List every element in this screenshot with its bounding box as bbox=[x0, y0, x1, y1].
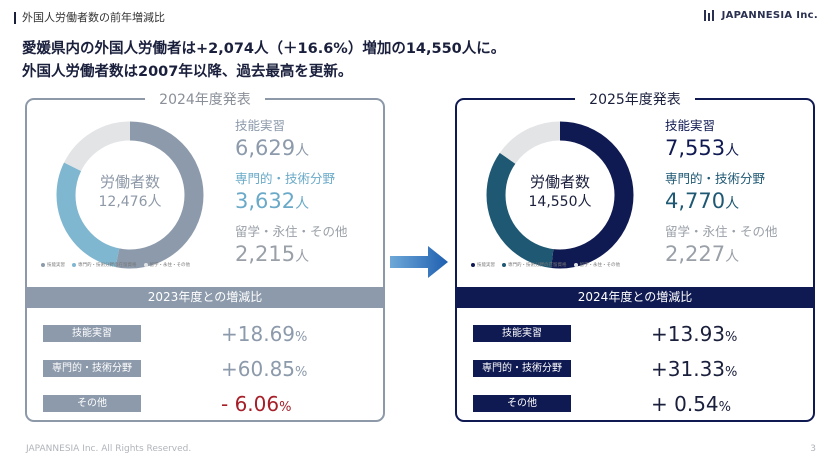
stats-list: 技能実習 7,553人 専門的・技術分野 4,770人 留学・永住・その他 2,… bbox=[665, 118, 813, 277]
company-logo: JAPANNESIA Inc. bbox=[703, 10, 818, 21]
headline-line-2: 外国人労働者数は2007年以降、過去最高を更新。 bbox=[22, 64, 353, 80]
compare-row: その他 + 0.54% bbox=[473, 392, 803, 416]
stat-label-specialist: 専門的・技術分野 bbox=[665, 171, 766, 186]
stat-value-other: 2,227人 bbox=[665, 242, 740, 266]
compare-value-negative: - 6.06% bbox=[221, 392, 292, 416]
compare-row: 専門的・技術分野 +31.33% bbox=[473, 357, 803, 381]
headline-line-1: 愛媛県内の外国人労働者は+2,074人（＋16.6%）増加の14,550人に。 bbox=[22, 41, 506, 57]
footer-copyright: JAPANNESIA Inc. All Rights Reserved. bbox=[26, 444, 192, 454]
legend-dot-icon bbox=[72, 262, 76, 267]
donut-legend: 技能実習 専門的・技術分野の在留資格 留学・永住・その他 bbox=[471, 262, 620, 268]
stat-label-trainee: 技能実習 bbox=[665, 118, 716, 133]
donut-total: 14,550人 bbox=[528, 194, 592, 210]
legend-item: 専門的・技術分野の在留資格 bbox=[72, 262, 137, 268]
legend-dot-icon bbox=[143, 262, 148, 267]
compare-label: 技能実習 bbox=[473, 325, 571, 342]
donut-name: 労働者数 bbox=[529, 173, 590, 191]
legend-dot-icon bbox=[573, 262, 578, 267]
compare-label: 専門的・技術分野 bbox=[473, 360, 571, 377]
page-number: 3 bbox=[810, 444, 816, 454]
stat-value-specialist: 4,770人 bbox=[665, 189, 740, 213]
compare-label: その他 bbox=[43, 395, 141, 412]
stat-value-trainee: 6,629人 bbox=[235, 136, 310, 160]
donut-slice-2 bbox=[486, 121, 634, 269]
compare-row: 技能実習 +18.69% bbox=[43, 322, 373, 346]
donut-chart-2025 bbox=[486, 121, 634, 269]
compare-label: 技能実習 bbox=[43, 325, 141, 342]
legend-item: 技能実習 bbox=[471, 262, 495, 268]
compare-value: +18.69% bbox=[221, 322, 308, 346]
donut-name: 労働者数 bbox=[99, 173, 160, 191]
slide-section-title: 外国人労働者数の前年増減比 bbox=[14, 12, 165, 24]
headline: 愛媛県内の外国人労働者は+2,074人（＋16.6%）増加の14,550人に。 … bbox=[22, 38, 505, 84]
compare-row: 技能実習 +13.93% bbox=[473, 322, 803, 346]
compare-row: 専門的・技術分野 +60.85% bbox=[43, 357, 373, 381]
legend-dot-icon bbox=[502, 262, 506, 267]
logo-text: JAPANNESIA Inc. bbox=[721, 10, 818, 21]
panel-title: 2025年度発表 bbox=[575, 92, 695, 108]
compare-value: +60.85% bbox=[221, 357, 308, 381]
stats-list: 技能実習 6,629人 専門的・技術分野 3,632人 留学・永住・その他 2,… bbox=[235, 118, 383, 277]
stat-label-other: 留学・永住・その他 bbox=[235, 224, 348, 239]
stat-label-specialist: 専門的・技術分野 bbox=[235, 171, 336, 186]
donut-chart-2024 bbox=[56, 121, 204, 269]
donut-slice-1 bbox=[56, 121, 204, 269]
compare-row: その他 - 6.06% bbox=[43, 392, 373, 416]
stat-value-specialist: 3,632人 bbox=[235, 189, 310, 213]
legend-item: 留学・永住・その他 bbox=[573, 262, 620, 268]
legend-dot-icon bbox=[41, 262, 45, 267]
donut-slice-2 bbox=[56, 121, 204, 269]
arrow-right-icon bbox=[390, 246, 448, 278]
legend-dot-icon bbox=[471, 262, 475, 267]
compare-value: +13.93% bbox=[651, 322, 738, 346]
legend-item: 技能実習 bbox=[41, 262, 65, 268]
donut-label: 労働者数 12,476人 bbox=[55, 172, 205, 212]
compare-value: +31.33% bbox=[651, 357, 738, 381]
stat-value-trainee: 7,553人 bbox=[665, 136, 740, 160]
compare-title-bar: 2023年度との増減比 bbox=[27, 287, 383, 308]
donut-total: 12,476人 bbox=[98, 194, 162, 210]
compare-title-bar: 2024年度との増減比 bbox=[457, 287, 813, 308]
legend-item: 専門的・技術分野の在留資格 bbox=[502, 262, 567, 268]
donut-label: 労働者数 14,550人 bbox=[485, 172, 635, 212]
stat-value-other: 2,215人 bbox=[235, 242, 310, 266]
panel-2024: 2024年度発表 労働者数 12,476人 技能実習 専門的・技術分野の在留資格… bbox=[25, 92, 385, 422]
panel-2025: 2025年度発表 労働者数 14,550人 技能実習 専門的・技術分野の在留資格… bbox=[455, 92, 815, 422]
panel-title: 2024年度発表 bbox=[145, 92, 265, 108]
stat-label-other: 留学・永住・その他 bbox=[665, 224, 778, 239]
compare-value: + 0.54% bbox=[651, 392, 732, 416]
donut-legend: 技能実習 専門的・技術分野の在留資格 留学・永住・その他 bbox=[41, 262, 190, 268]
legend-item: 留学・永住・その他 bbox=[143, 262, 190, 268]
compare-label: その他 bbox=[473, 395, 571, 412]
stat-label-trainee: 技能実習 bbox=[235, 118, 286, 133]
logo-bars-icon bbox=[703, 10, 718, 21]
compare-label: 専門的・技術分野 bbox=[43, 360, 141, 377]
donut-slice-1 bbox=[486, 121, 634, 269]
